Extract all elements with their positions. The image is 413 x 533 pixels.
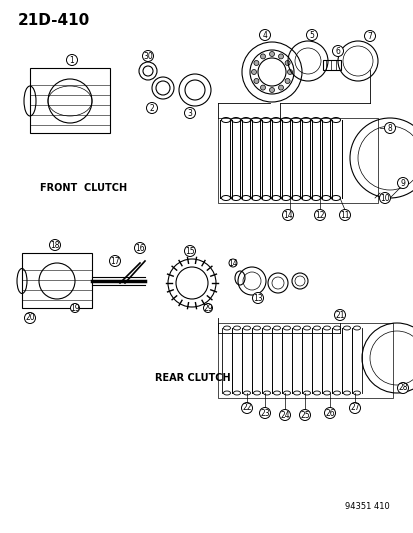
Circle shape bbox=[253, 78, 258, 84]
Circle shape bbox=[363, 30, 375, 42]
Circle shape bbox=[287, 69, 292, 75]
Bar bbox=[218, 118, 377, 203]
Text: 26: 26 bbox=[324, 408, 334, 417]
Text: 21: 21 bbox=[335, 311, 344, 319]
Circle shape bbox=[184, 246, 195, 256]
Circle shape bbox=[253, 61, 258, 66]
Circle shape bbox=[142, 51, 153, 61]
Circle shape bbox=[146, 102, 157, 114]
Circle shape bbox=[279, 409, 290, 421]
Circle shape bbox=[241, 402, 252, 414]
Circle shape bbox=[184, 108, 195, 118]
Text: 6: 6 bbox=[335, 46, 339, 55]
Circle shape bbox=[334, 310, 345, 320]
Text: REAR CLUTCH: REAR CLUTCH bbox=[154, 373, 230, 383]
Circle shape bbox=[252, 293, 263, 303]
Circle shape bbox=[285, 61, 290, 66]
Text: 13: 13 bbox=[253, 294, 262, 303]
Circle shape bbox=[70, 303, 79, 312]
Text: 28: 28 bbox=[397, 384, 407, 392]
Circle shape bbox=[259, 29, 270, 41]
Circle shape bbox=[260, 54, 265, 59]
Text: 5: 5 bbox=[309, 30, 314, 39]
Text: 3: 3 bbox=[187, 109, 192, 117]
Circle shape bbox=[50, 239, 60, 251]
Circle shape bbox=[203, 303, 212, 312]
Text: 18: 18 bbox=[50, 240, 59, 249]
Circle shape bbox=[396, 177, 408, 189]
Circle shape bbox=[251, 69, 256, 75]
Circle shape bbox=[379, 192, 389, 204]
Text: 10: 10 bbox=[379, 193, 389, 203]
Text: 22: 22 bbox=[242, 403, 251, 413]
Bar bbox=[218, 323, 392, 398]
Text: 30: 30 bbox=[143, 52, 152, 61]
Circle shape bbox=[269, 87, 274, 93]
Text: 14: 14 bbox=[282, 211, 292, 220]
Text: 21D-410: 21D-410 bbox=[18, 13, 90, 28]
Text: 14: 14 bbox=[228, 259, 237, 268]
Circle shape bbox=[306, 29, 317, 41]
Text: 15: 15 bbox=[185, 246, 195, 255]
Circle shape bbox=[349, 402, 360, 414]
Text: 7: 7 bbox=[367, 31, 372, 41]
Circle shape bbox=[66, 54, 77, 66]
Circle shape bbox=[228, 259, 236, 267]
Circle shape bbox=[109, 255, 120, 266]
Circle shape bbox=[324, 408, 335, 418]
Circle shape bbox=[396, 383, 408, 393]
Circle shape bbox=[269, 52, 274, 56]
Circle shape bbox=[314, 209, 325, 221]
Text: 9: 9 bbox=[400, 179, 404, 188]
Circle shape bbox=[278, 54, 283, 59]
Text: 25: 25 bbox=[299, 410, 309, 419]
Text: 2: 2 bbox=[149, 103, 154, 112]
Circle shape bbox=[259, 408, 270, 418]
Circle shape bbox=[278, 85, 283, 90]
Circle shape bbox=[332, 45, 343, 56]
Text: 1: 1 bbox=[69, 55, 74, 64]
Text: 23: 23 bbox=[259, 408, 269, 417]
Text: 11: 11 bbox=[339, 211, 349, 220]
Text: 94351 410: 94351 410 bbox=[344, 502, 389, 511]
Text: FRONT  CLUTCH: FRONT CLUTCH bbox=[40, 183, 127, 193]
Circle shape bbox=[24, 312, 36, 324]
Circle shape bbox=[282, 209, 293, 221]
Circle shape bbox=[134, 243, 145, 254]
Text: 16: 16 bbox=[135, 244, 145, 253]
Text: 17: 17 bbox=[110, 256, 119, 265]
Bar bbox=[30, 68, 110, 133]
Text: 27: 27 bbox=[349, 403, 359, 413]
Text: 19: 19 bbox=[70, 303, 80, 312]
Text: 29: 29 bbox=[203, 303, 212, 312]
Circle shape bbox=[339, 209, 350, 221]
Text: 8: 8 bbox=[387, 124, 392, 133]
Bar bbox=[22, 253, 92, 308]
Circle shape bbox=[260, 85, 265, 90]
Text: 24: 24 bbox=[280, 410, 289, 419]
Text: 20: 20 bbox=[25, 313, 35, 322]
Text: 4: 4 bbox=[262, 30, 267, 39]
Circle shape bbox=[299, 409, 310, 421]
Circle shape bbox=[384, 123, 394, 133]
Bar bbox=[322, 60, 340, 70]
Text: 12: 12 bbox=[314, 211, 324, 220]
Circle shape bbox=[285, 78, 290, 84]
